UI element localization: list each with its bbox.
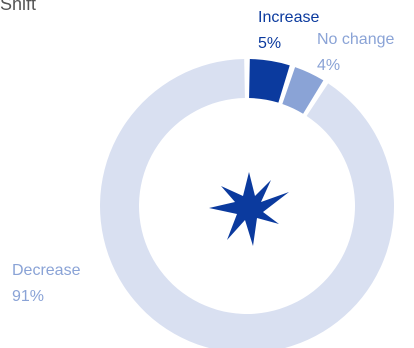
slice-no-change — [282, 67, 324, 114]
donut-slices — [100, 59, 394, 348]
slice-labels: Increase 5% No change 4% Decrease 91% — [12, 9, 394, 305]
slice-value-no-change: 4% — [317, 57, 340, 74]
page-title-fragment: Shift — [0, 0, 37, 14]
starburst-icon — [209, 172, 289, 246]
slice-label-decrease: Decrease — [12, 262, 81, 279]
slice-increase — [249, 59, 290, 103]
slice-value-decrease: 91% — [12, 288, 44, 305]
slice-label-increase: Increase — [258, 9, 319, 26]
slice-value-increase: 5% — [258, 35, 281, 52]
starburst-shape — [209, 172, 289, 246]
slice-label-no-change: No change — [317, 31, 394, 48]
